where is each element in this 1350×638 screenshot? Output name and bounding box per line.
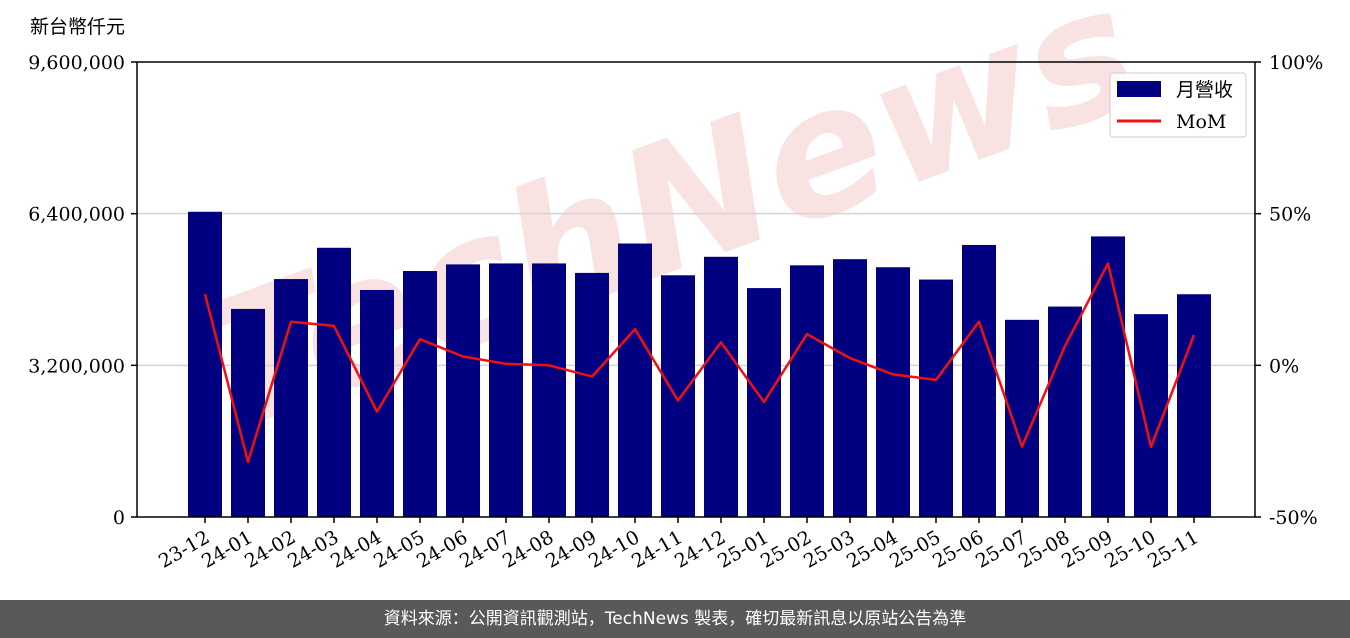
revenue-bar	[919, 279, 953, 517]
revenue-bar	[833, 259, 867, 517]
left-y-axis: 0 3,200,000 6,400,000 9,600,000	[28, 52, 137, 529]
revenue-bar	[618, 243, 652, 517]
x-axis: 23-1224-0124-0224-0324-0424-0524-0624-07…	[155, 517, 1203, 573]
left-tick-label: 9,600,000	[28, 52, 125, 74]
source-footer: 資料來源：公開資訊觀測站，TechNews 製表，確切最新訊息以原站公告為準	[0, 600, 1350, 638]
left-tick-label: 6,400,000	[28, 204, 125, 226]
right-tick-label: -50%	[1269, 507, 1318, 529]
right-tick-label: 0%	[1269, 355, 1299, 377]
left-tick-label: 0	[113, 507, 125, 529]
right-y-axis: -50% 0% 50% 100%	[1255, 52, 1323, 529]
left-tick-label: 3,200,000	[28, 355, 125, 377]
bar-series	[188, 211, 1211, 518]
legend-bar-swatch	[1117, 81, 1161, 97]
revenue-bar	[188, 211, 222, 518]
revenue-bar	[1177, 294, 1211, 517]
revenue-bar	[274, 279, 308, 517]
legend-label-revenue: 月營收	[1176, 79, 1233, 101]
plot-frame	[136, 61, 1256, 518]
revenue-bar	[446, 264, 480, 517]
revenue-bar	[532, 263, 566, 517]
legend-label-mom: MoM	[1176, 111, 1226, 133]
revenue-bar	[489, 263, 523, 517]
right-tick-label: 50%	[1269, 204, 1311, 226]
revenue-bar	[876, 267, 910, 517]
legend: 月營收 MoM	[1109, 72, 1247, 138]
revenue-bar	[317, 247, 351, 517]
revenue-bar	[1048, 306, 1082, 517]
x-tick-label: 25-11	[1144, 526, 1202, 572]
revenue-bar	[790, 265, 824, 517]
right-tick-label: 100%	[1269, 52, 1323, 74]
revenue-bar	[1091, 236, 1125, 517]
mom-line-series	[203, 262, 1196, 464]
revenue-bar	[962, 244, 996, 517]
revenue-bar	[403, 271, 437, 517]
y-axis-unit-label: 新台幣仟元	[30, 16, 125, 38]
revenue-bar	[575, 272, 609, 517]
revenue-bar	[360, 289, 394, 517]
revenue-bar	[704, 256, 738, 517]
revenue-bar	[661, 275, 695, 517]
